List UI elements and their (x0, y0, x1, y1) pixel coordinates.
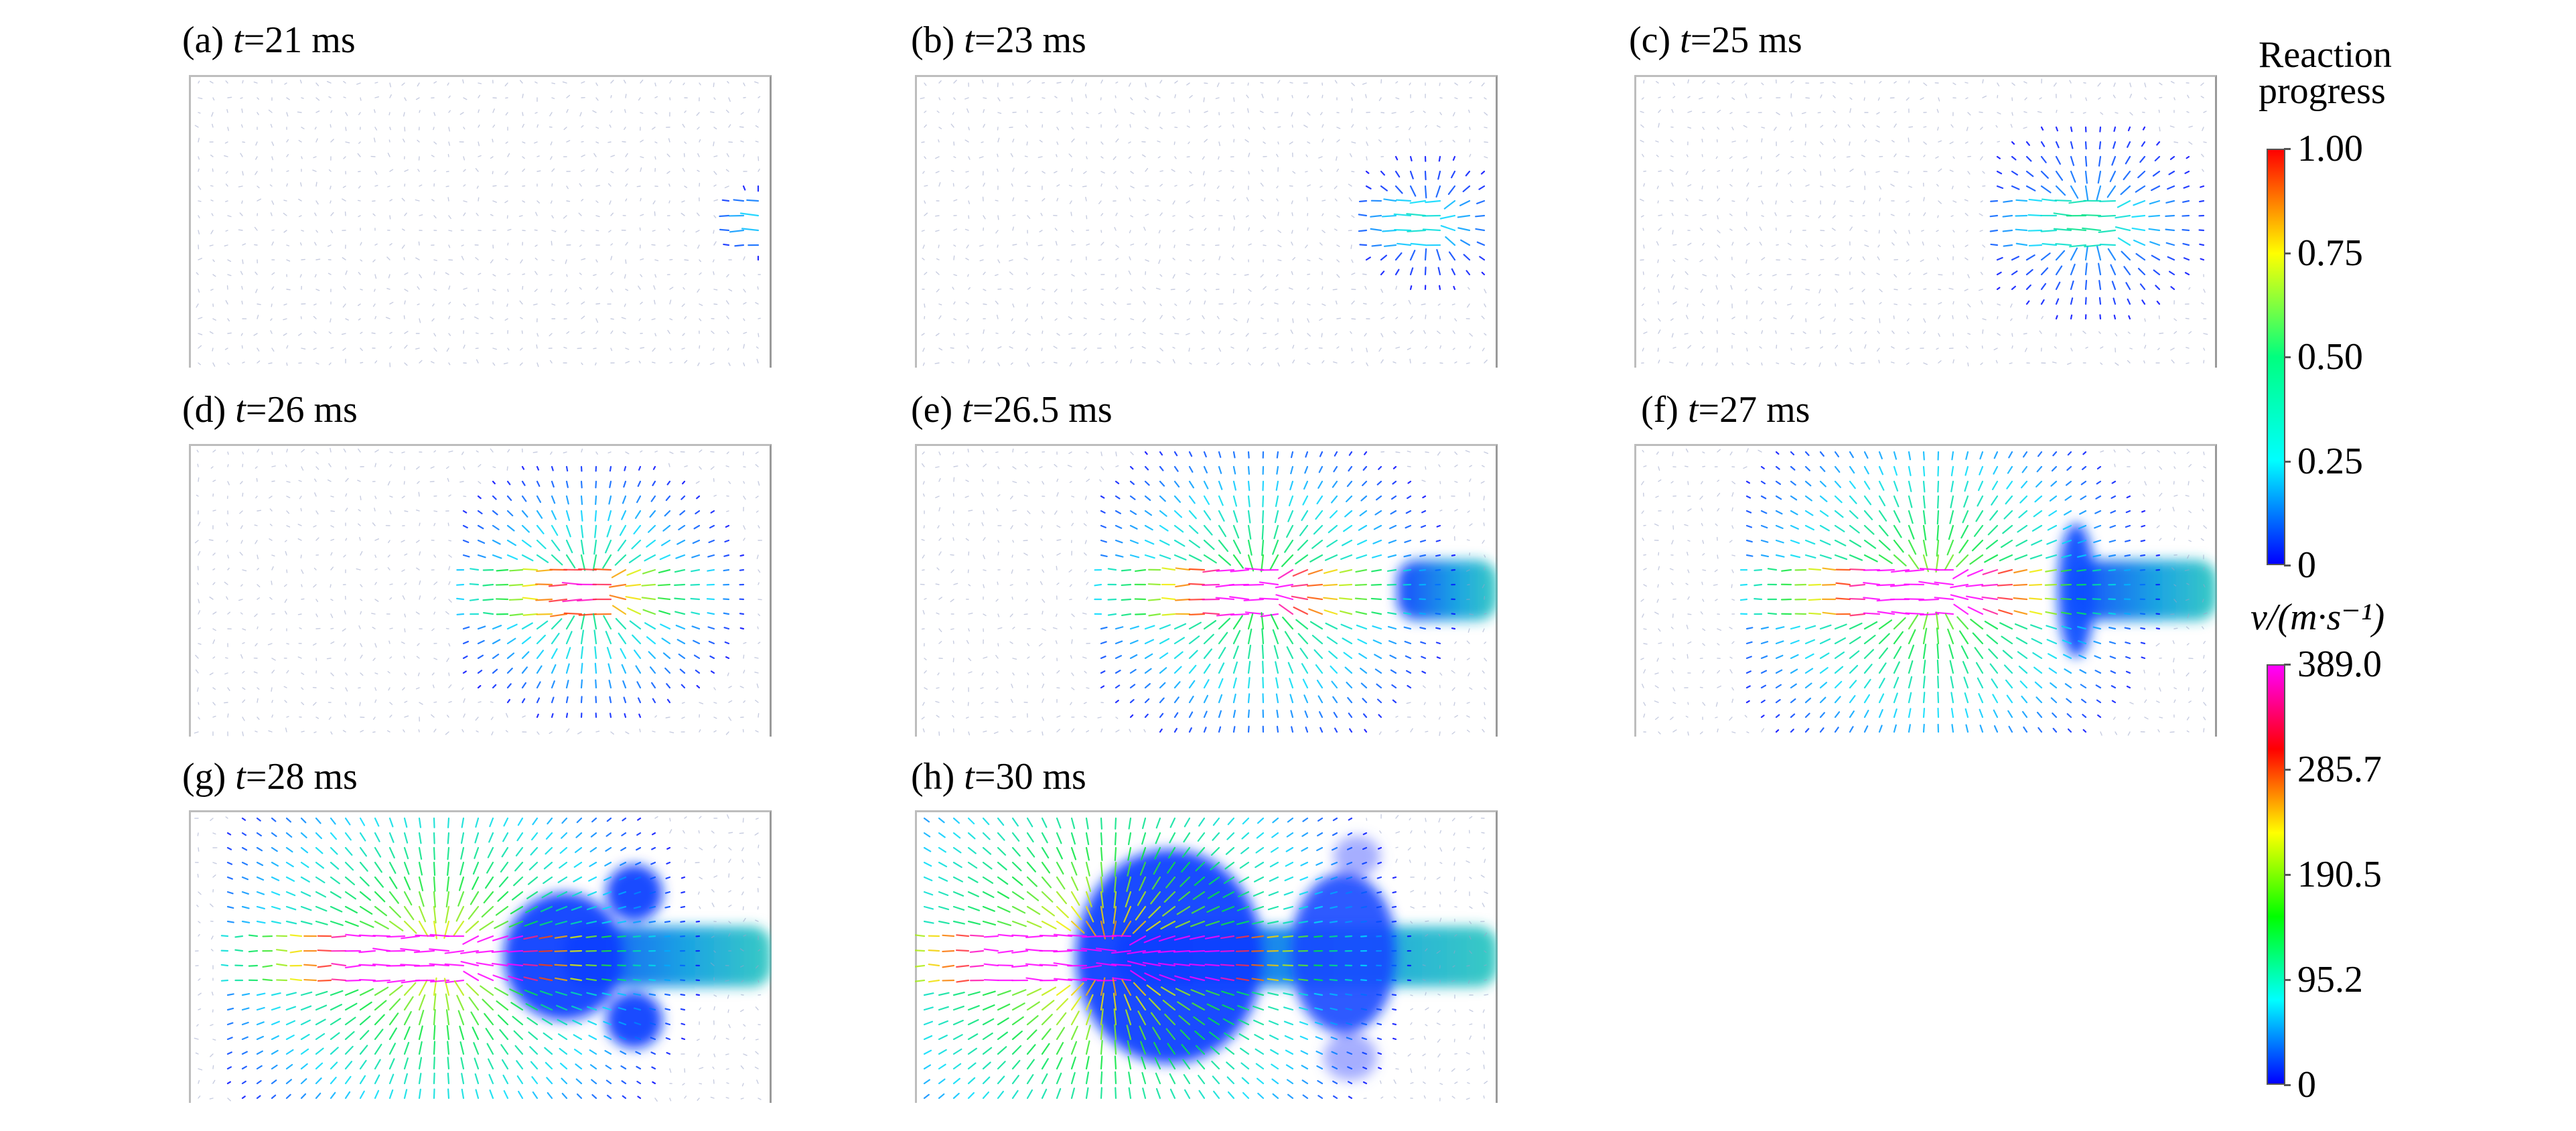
panel-title-g: (g) t=28 ms (182, 755, 358, 798)
velocity-vectors (194, 79, 761, 368)
velocity-tick-label: 0 (2297, 1064, 2316, 1106)
vector-field-g (194, 814, 772, 1102)
vector-field-h (915, 814, 1498, 1102)
time-symbol: t (1687, 389, 1699, 431)
flow-field-panel-d (189, 444, 772, 737)
flow-field-panel-a (189, 75, 772, 368)
panel-title-c: (c) t=25 ms (1629, 19, 1802, 62)
velocity-vectors (915, 814, 1489, 1102)
reaction-tick-label: 0.25 (2297, 440, 2363, 482)
reaction-tick-mark (2284, 356, 2291, 358)
vector-field-d (194, 447, 763, 737)
panel-title-f: (f) t=27 ms (1641, 388, 1810, 431)
velocity-tick-mark (2284, 1084, 2291, 1086)
velocity-tick-label: 190.5 (2297, 854, 2382, 895)
reaction-tick-mark (2284, 564, 2291, 567)
reaction-colorbar (2267, 149, 2285, 565)
time-value: =26 ms (245, 389, 358, 431)
flow-field-panel-b (915, 75, 1498, 368)
reaction-tick-label: 0.75 (2297, 232, 2363, 274)
velocity-tick-label: 95.2 (2297, 959, 2363, 1000)
time-value: =25 ms (1690, 19, 1802, 61)
time-value: =26.5 ms (972, 389, 1113, 431)
time-symbol: t (235, 756, 246, 798)
velocity-tick-mark (2284, 979, 2291, 981)
vector-field-a (194, 79, 761, 368)
flow-field-panel-f (1634, 444, 2217, 737)
reaction-colorbar-title-line1: Reaction (2259, 34, 2392, 76)
time-symbol: t (964, 756, 975, 798)
reaction-tick-mark (2284, 252, 2291, 254)
time-symbol: t (235, 389, 246, 431)
panel-label: (c) (1629, 19, 1680, 61)
velocity-colorbar-title: v/(m·s⁻¹) (2250, 597, 2385, 638)
velocity-vectors (194, 447, 763, 737)
panel-frame (1634, 75, 2217, 368)
velocity-tick-mark (2284, 769, 2291, 771)
panel-title-e: (e) t=26.5 ms (911, 388, 1113, 431)
time-value: =30 ms (974, 756, 1086, 798)
time-value: =27 ms (1698, 389, 1810, 431)
time-symbol: t (233, 19, 244, 61)
panel-label: (d) (182, 389, 236, 431)
reaction-zone (504, 864, 772, 1049)
panel-label: (f) (1641, 389, 1688, 431)
velocity-vectors (194, 814, 762, 1102)
reaction-zone (1397, 560, 1498, 621)
velocity-vectors (920, 79, 1488, 367)
velocity-tick-label: 285.7 (2297, 749, 2382, 790)
panel-label: (e) (911, 389, 962, 431)
velocity-tick-label: 389.0 (2297, 644, 2382, 685)
panel-title-d: (d) t=26 ms (182, 388, 358, 431)
flow-field-panel-e (915, 444, 1498, 737)
flow-field-panel-g (189, 810, 772, 1103)
reaction-tick-label: 1.00 (2297, 128, 2363, 169)
reaction-colorbar-title: Reaction progress (2259, 35, 2392, 111)
panel-label: (g) (182, 756, 236, 798)
panel-label: (b) (911, 19, 964, 61)
reaction-zone (1076, 836, 1498, 1081)
vector-field-c (1639, 78, 2208, 367)
reaction-colorbar-title-line2: progress (2259, 70, 2386, 112)
time-symbol: t (1680, 19, 1691, 61)
vector-field-f (1640, 448, 2217, 736)
velocity-tick-mark (2284, 874, 2291, 876)
panel-title-a: (a) t=21 ms (182, 19, 356, 62)
panel-title-b: (b) t=23 ms (911, 19, 1086, 62)
reaction-tick-label: 0.50 (2297, 336, 2363, 378)
velocity-vectors (920, 448, 1489, 737)
vector-field-e (920, 448, 1498, 737)
panel-title-h: (h) t=30 ms (911, 755, 1086, 798)
panel-label: (h) (911, 756, 964, 798)
time-symbol: t (964, 19, 975, 61)
time-value: =21 ms (243, 19, 356, 61)
reaction-tick-mark (2284, 460, 2291, 463)
reaction-tick-mark (2284, 148, 2291, 150)
time-symbol: t (962, 389, 973, 431)
velocity-vectors (1640, 448, 2208, 736)
velocity-tick-mark (2284, 664, 2291, 666)
reaction-tick-label: 0 (2297, 544, 2316, 586)
panel-frame (915, 75, 1498, 368)
flow-field-panel-c (1634, 75, 2217, 368)
time-value: =28 ms (245, 756, 358, 798)
panel-label: (a) (182, 19, 234, 61)
reaction-zone (2058, 523, 2217, 658)
flow-field-panel-h (915, 810, 1498, 1103)
velocity-colorbar (2267, 664, 2285, 1085)
time-value: =23 ms (974, 19, 1086, 61)
vector-field-b (920, 79, 1488, 367)
velocity-vectors (1639, 78, 2208, 367)
